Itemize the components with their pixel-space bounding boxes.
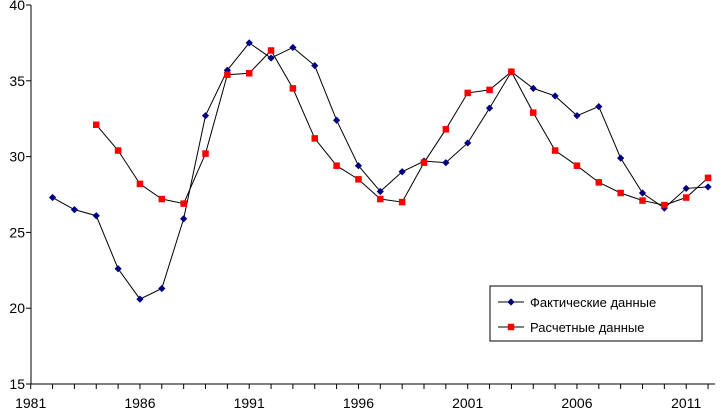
data-point	[464, 89, 471, 97]
data-point	[661, 201, 668, 209]
legend-label: Фактические данные	[530, 295, 656, 310]
data-point	[333, 162, 340, 169]
x-tick-label: 1986	[124, 395, 155, 411]
data-point	[508, 68, 515, 75]
data-point	[267, 47, 275, 54]
data-point	[442, 159, 450, 167]
data-point	[704, 174, 712, 182]
series-line	[95, 49, 709, 206]
data-point	[682, 184, 690, 193]
data-point	[529, 84, 537, 92]
data-point	[180, 215, 188, 223]
data-point	[638, 189, 647, 197]
y-tick-label: 35	[9, 73, 25, 89]
data-point	[289, 85, 297, 92]
series-2	[93, 47, 712, 209]
series-layer	[48, 39, 712, 303]
data-point	[464, 139, 472, 147]
data-point	[158, 284, 166, 293]
data-point	[442, 126, 450, 133]
data-point	[639, 197, 646, 204]
data-point	[376, 187, 384, 196]
x-tick-label: 1981	[15, 395, 46, 411]
data-point	[377, 195, 384, 203]
data-point	[420, 159, 428, 166]
data-point	[595, 102, 603, 111]
data-point	[682, 194, 690, 201]
data-point	[617, 189, 624, 197]
x-tick-label: 2011	[671, 395, 701, 411]
legend-box	[489, 285, 703, 342]
data-point	[573, 162, 581, 169]
data-point	[136, 295, 144, 303]
data-point	[551, 92, 559, 100]
data-point	[486, 86, 493, 94]
data-point	[267, 54, 275, 62]
data-point	[92, 212, 100, 220]
data-point	[530, 109, 537, 116]
data-point	[595, 179, 603, 186]
data-point	[617, 154, 625, 162]
data-point	[114, 147, 122, 154]
y-axis-ticks: 15 20 25 30 35 40	[9, 0, 31, 392]
data-point	[48, 193, 57, 202]
data-point	[398, 168, 406, 176]
axes	[30, 5, 715, 385]
y-tick-label: 30	[9, 149, 25, 165]
data-point	[158, 195, 166, 203]
legend-marker	[507, 323, 515, 331]
data-point	[333, 116, 341, 124]
data-point	[704, 183, 712, 191]
x-tick-label: 1996	[343, 395, 374, 411]
data-point	[114, 265, 122, 273]
data-point	[311, 62, 319, 70]
data-point	[311, 135, 318, 142]
data-point	[180, 200, 187, 207]
data-point	[355, 176, 362, 183]
data-point	[136, 180, 144, 188]
data-point	[201, 112, 210, 120]
legend-label: Расчетные данные	[530, 320, 644, 335]
data-point	[93, 121, 100, 129]
x-tick-label: 2006	[561, 395, 592, 411]
data-point	[202, 150, 209, 157]
data-point	[289, 43, 297, 52]
data-point	[398, 198, 406, 206]
data-point	[70, 206, 78, 214]
y-tick-label: 25	[9, 224, 25, 240]
x-tick-label: 1991	[234, 395, 265, 411]
y-tick-label: 20	[9, 300, 25, 316]
series-1	[48, 39, 712, 303]
legend: Фактические данные Расчетные данные	[489, 285, 703, 342]
series-line	[52, 42, 709, 300]
x-axis-ticks: 1981 1986 1991 1996 2001 2006 2011	[15, 384, 709, 411]
data-point	[551, 147, 559, 154]
data-point	[224, 71, 231, 78]
data-point	[245, 39, 253, 47]
data-point	[573, 112, 581, 120]
data-point	[245, 69, 253, 77]
legend-marker	[507, 298, 515, 306]
data-point	[485, 104, 494, 112]
y-tick-label: 15	[9, 376, 25, 392]
y-tick-label: 40	[9, 0, 25, 13]
x-tick-label: 2001	[452, 395, 483, 411]
data-point	[354, 162, 363, 170]
